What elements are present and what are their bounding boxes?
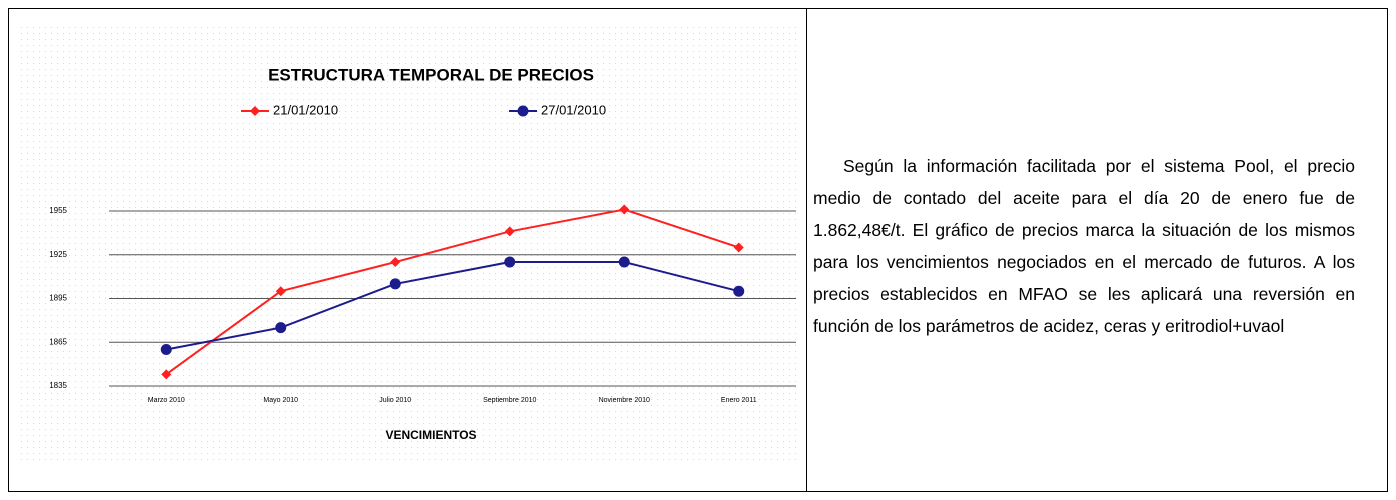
chart: ESTRUCTURA TEMPORAL DE PRECIOS VENCIMIEN… [17, 25, 797, 465]
y-tick-label: 1955 [49, 206, 67, 215]
data-point [733, 285, 745, 297]
x-tick-label: Julio 2010 [379, 397, 411, 404]
data-point [275, 322, 287, 334]
y-tick-label: 1925 [49, 250, 67, 259]
x-tick-label: Septiembre 2010 [483, 397, 536, 404]
y-tick-label: 1865 [49, 337, 67, 346]
data-point [275, 286, 286, 297]
data-point [389, 278, 401, 290]
x-tick-label: Mayo 2010 [263, 397, 298, 404]
paragraph: Según la información facilitada por el s… [813, 156, 1355, 336]
chart-title: ESTRUCTURA TEMPORAL DE PRECIOS [268, 65, 594, 84]
data-point [619, 204, 630, 215]
legend-label: 27/01/2010 [541, 102, 606, 117]
x-tick-label: Enero 2011 [721, 397, 757, 404]
document: ESTRUCTURA TEMPORAL DE PRECIOS VENCIMIEN… [8, 8, 1388, 492]
chart-background [17, 25, 797, 465]
legend-marker [250, 106, 260, 116]
divider [806, 9, 807, 491]
data-point [504, 256, 516, 268]
data-point [390, 257, 401, 268]
x-tick-label: Noviembre 2010 [599, 397, 650, 404]
series-line [165, 208, 740, 376]
data-point [160, 344, 172, 356]
series-line [166, 261, 739, 351]
legend-marker [517, 105, 529, 117]
y-tick-label: 1835 [49, 381, 67, 390]
y-tick-label: 1895 [49, 294, 67, 303]
data-point [504, 226, 515, 237]
x-tick-label: Marzo 2010 [148, 397, 185, 404]
x-axis-label: VENCIMIENTOS [385, 428, 476, 442]
data-point [161, 369, 172, 380]
data-point [618, 256, 630, 268]
data-point [733, 242, 744, 253]
legend-label: 21/01/2010 [273, 102, 338, 117]
